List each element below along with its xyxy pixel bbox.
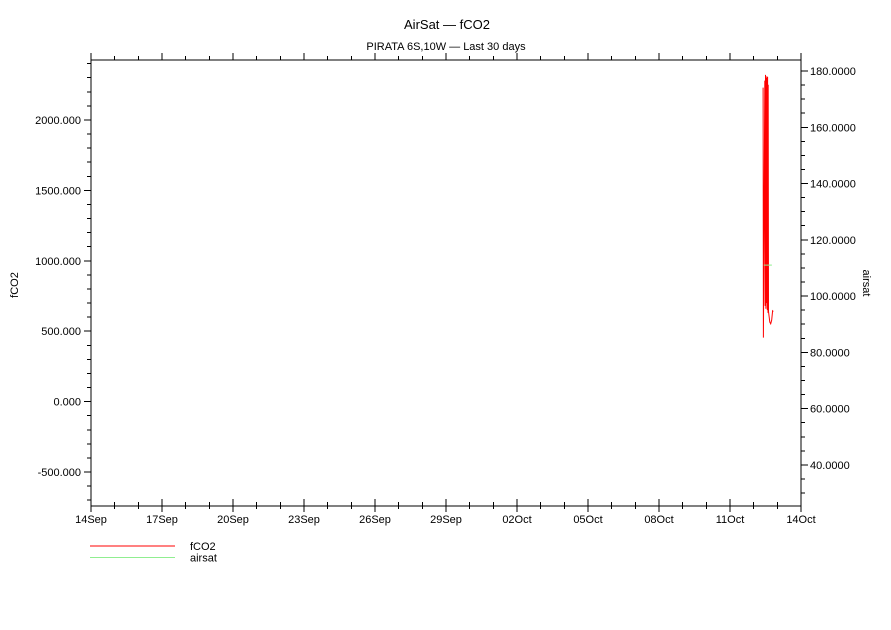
y-right-tick-label: 100.0000: [810, 291, 856, 303]
y-right-tick-label: 180.0000: [810, 66, 856, 78]
x-axis-tick-label: 23Sep: [288, 514, 320, 526]
y-left-tick-label: -500.000: [38, 467, 81, 479]
series-fco2-line: [762, 74, 774, 338]
y-right-tick-label: 140.0000: [810, 179, 856, 191]
x-axis-tick-label: 11Oct: [716, 514, 745, 526]
y-right-tick-label: 120.0000: [810, 235, 856, 247]
x-axis-tick-label: 05Oct: [573, 514, 602, 526]
y-left-tick-label: 1000.000: [35, 256, 81, 268]
y-right-axis-label: airsat: [860, 270, 872, 297]
x-axis-tick-label: 29Sep: [430, 514, 462, 526]
y-left-tick-label: 1500.000: [35, 185, 81, 197]
y-left-tick-label: 500.000: [41, 326, 81, 338]
y-left-axis-label: fCO2: [9, 272, 21, 298]
x-axis-tick-label: 20Sep: [217, 514, 249, 526]
x-axis-tick-label: 14Sep: [75, 514, 107, 526]
legend-fco2-label: fCO2: [190, 541, 216, 553]
y-left-tick-label: 2000.000: [35, 115, 81, 127]
x-axis-tick-label: 08Oct: [644, 514, 673, 526]
y-right-tick-label: 40.0000: [810, 460, 850, 472]
x-axis-tick-label: 14Oct: [786, 514, 815, 526]
series-lines-group: [762, 74, 774, 338]
x-axis-tick-label: 02Oct: [502, 514, 531, 526]
chart-subtitle: PIRATA 6S,10W — Last 30 days: [366, 41, 526, 53]
y-left-tick-label: 0.000: [53, 397, 81, 409]
legend-airsat-label: airsat: [190, 553, 217, 565]
axis-ticks-group: 14Sep 17Sep 20Sep 23Sep 26Sep 29Sep 02Oct 05Oct…: [35, 53, 856, 526]
y-right-tick-label: 80.0000: [810, 347, 850, 359]
y-right-tick-label: 60.0000: [810, 404, 850, 416]
chart-title: AirSat — fCO2: [404, 17, 490, 32]
x-axis-tick-label: 17Sep: [146, 514, 178, 526]
y-right-tick-label: 160.0000: [810, 122, 856, 134]
x-axis-tick-label: 26Sep: [359, 514, 391, 526]
